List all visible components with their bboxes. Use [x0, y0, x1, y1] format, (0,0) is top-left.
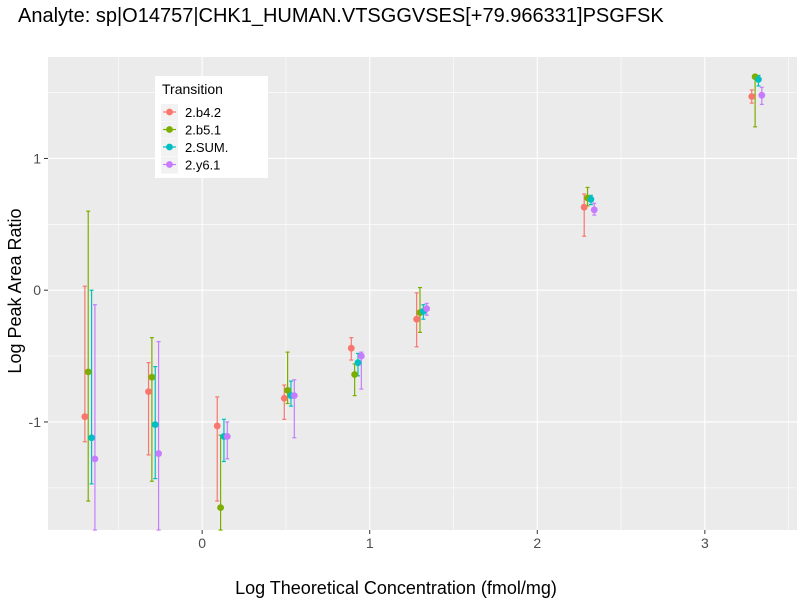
data-point [217, 504, 224, 512]
error-bar [156, 340, 161, 531]
error-bar [215, 396, 220, 502]
error-bar [285, 351, 290, 405]
data-point [81, 413, 89, 421]
legend-items: 2.b4.2 2.b5.1 2.SUM. 2.y6.1 [161, 104, 228, 174]
error-bar [149, 337, 154, 482]
chart-title: Analyte: sp|O14757|CHK1_HUMAN.VTSGGVSES[… [18, 5, 664, 27]
legend-item: 2.SUM. [161, 139, 228, 156]
data-point [357, 352, 365, 360]
x-tick-label: 1 [366, 535, 374, 551]
error-bar [292, 379, 297, 439]
legend-label: 2.b4.2 [185, 105, 221, 120]
error-bars [82, 74, 764, 531]
legend-label: 2.SUM. [185, 140, 228, 155]
data-point [284, 386, 292, 394]
data-point [88, 434, 95, 442]
data-point [354, 359, 362, 367]
data-points [81, 73, 766, 512]
legend-key-point [166, 161, 173, 168]
data-point [351, 371, 359, 378]
legend-label: 2.y6.1 [185, 158, 220, 173]
x-tick-label: 3 [701, 535, 709, 551]
data-point [758, 91, 766, 99]
data-point [213, 422, 221, 430]
error-bar [225, 421, 230, 460]
data-point [155, 450, 162, 457]
data-point [748, 93, 756, 100]
y-axis-title: Log Peak Area Ratio [5, 208, 25, 373]
legend: Transition 2.b4.2 2.b5.1 2.SUM. 2.y6.1 [155, 76, 268, 178]
data-point [347, 344, 355, 352]
legend-label: 2.b5.1 [185, 123, 221, 138]
legend-item: 2.y6.1 [161, 156, 220, 174]
legend-key-point [166, 143, 173, 151]
x-axis-title: Log Theoretical Concentration (fmol/mg) [235, 578, 557, 598]
error-bar [221, 418, 226, 463]
data-point [290, 392, 298, 400]
error-bar [92, 304, 97, 531]
legend-key-point [166, 126, 173, 133]
error-bar [86, 210, 91, 502]
legend-item: 2.b4.2 [161, 104, 221, 121]
data-point [223, 433, 231, 440]
data-point [91, 455, 99, 463]
data-point [148, 373, 156, 381]
y-tick-label: -1 [29, 414, 42, 430]
x-tick-label: 0 [198, 535, 206, 551]
legend-title: Transition [162, 81, 223, 97]
x-tick-label: 2 [533, 535, 541, 551]
y-tick-label: 1 [33, 150, 41, 166]
data-point [151, 421, 159, 428]
data-point [280, 394, 288, 402]
axis-ticks: 0 1 2 3 -1 0 1 [29, 150, 709, 551]
data-point [84, 368, 92, 376]
data-point [145, 388, 152, 396]
data-point [755, 75, 762, 83]
grid-minor [48, 57, 797, 530]
legend-item: 2.b5.1 [161, 121, 221, 139]
error-bar [582, 193, 587, 237]
legend-key-point [166, 108, 173, 116]
data-point [413, 315, 421, 323]
data-point [423, 305, 431, 313]
data-point [590, 206, 598, 214]
y-tick-label: 0 [33, 282, 41, 298]
error-bar [146, 362, 151, 456]
error-bar [89, 289, 94, 485]
data-point [580, 203, 588, 211]
data-point [587, 195, 595, 203]
